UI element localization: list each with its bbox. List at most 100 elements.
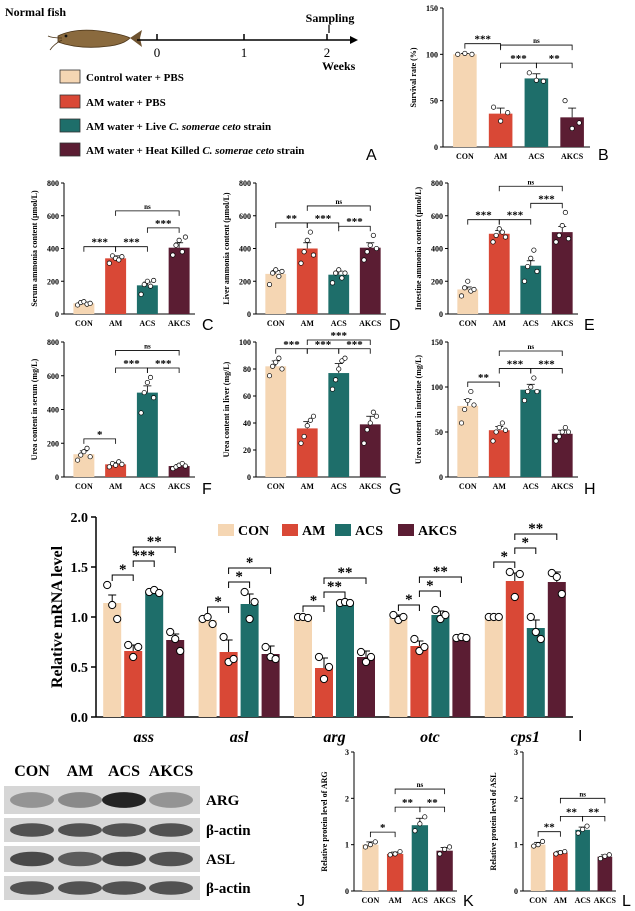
data-point bbox=[505, 110, 511, 116]
y-tick-label: 600 bbox=[431, 212, 443, 221]
lane-label-acs: ACS bbox=[108, 763, 140, 780]
bar-am-ass bbox=[124, 651, 143, 717]
data-point bbox=[576, 120, 582, 126]
lane-label-akcs: AKCS bbox=[149, 763, 194, 780]
data-point bbox=[553, 851, 559, 857]
data-point bbox=[155, 588, 164, 598]
band-label-2: ASL bbox=[206, 852, 235, 868]
data-point bbox=[462, 633, 471, 643]
data-point bbox=[106, 260, 112, 266]
data-point bbox=[553, 438, 559, 444]
data-point bbox=[496, 226, 502, 232]
data-point bbox=[116, 257, 122, 263]
legend-swatch-am bbox=[59, 94, 81, 109]
data-point bbox=[166, 627, 175, 637]
bar-con-cps1 bbox=[484, 617, 503, 717]
bar-acs bbox=[524, 78, 549, 147]
data-point bbox=[494, 612, 503, 622]
blot-band bbox=[10, 881, 54, 895]
bar-acs bbox=[520, 389, 542, 477]
bar-acs-arg bbox=[336, 603, 354, 717]
significance-bracket bbox=[394, 788, 446, 795]
data-point bbox=[273, 359, 279, 365]
bar-con-arg bbox=[294, 617, 312, 717]
significance-bracket bbox=[500, 44, 573, 51]
data-point bbox=[119, 254, 125, 260]
x-tick-label: AKCS bbox=[551, 319, 574, 328]
data-point bbox=[138, 410, 144, 416]
data-point bbox=[490, 104, 497, 110]
fish-eye bbox=[64, 34, 68, 38]
significance-label: *** bbox=[510, 53, 527, 65]
x-tick-label: ACS bbox=[412, 896, 429, 905]
data-point bbox=[521, 397, 528, 404]
x-tick-label: CON bbox=[456, 152, 474, 161]
blot-band bbox=[149, 823, 193, 837]
data-point bbox=[410, 634, 419, 644]
timeline-tick-label: 0 bbox=[154, 45, 161, 60]
significance-label: ns bbox=[417, 781, 424, 789]
significance-bracket bbox=[83, 438, 117, 444]
bar-akcs bbox=[359, 247, 381, 314]
significance-bracket bbox=[228, 567, 272, 574]
panel-label-h: H bbox=[584, 481, 596, 498]
data-point bbox=[336, 366, 342, 372]
y-axis-label: Urea content in serum (mg/L) bbox=[30, 358, 39, 460]
data-point bbox=[468, 388, 474, 395]
x-tick-label: AM bbox=[388, 896, 402, 905]
x-tick-label: ACS bbox=[575, 896, 592, 905]
bar-akcs bbox=[168, 247, 190, 314]
data-point bbox=[298, 440, 304, 446]
legend-label-con: Control water + PBS bbox=[86, 72, 184, 84]
data-point bbox=[465, 397, 471, 404]
bar-akcs bbox=[168, 466, 190, 477]
y-tick-label: 0.5 bbox=[71, 661, 89, 676]
data-point bbox=[471, 402, 477, 408]
data-point bbox=[367, 842, 373, 848]
data-point bbox=[510, 592, 519, 602]
data-point bbox=[151, 395, 157, 401]
panel-label-j: J bbox=[297, 893, 305, 910]
y-tick-label: 800 bbox=[431, 179, 443, 188]
data-point bbox=[565, 236, 572, 242]
data-point bbox=[103, 580, 112, 590]
bar-am bbox=[553, 852, 568, 891]
data-point bbox=[134, 642, 143, 652]
y-tick-label: 200 bbox=[47, 439, 59, 448]
data-point bbox=[534, 268, 540, 274]
significance-label: *** bbox=[283, 339, 300, 351]
significance-bracket bbox=[559, 797, 606, 804]
data-point bbox=[301, 433, 307, 440]
significance-label: *** bbox=[123, 358, 140, 370]
significance-bracket bbox=[498, 350, 563, 356]
band-label-1: β-actin bbox=[206, 823, 251, 839]
y-tick-label: 50 bbox=[435, 428, 443, 437]
x-tick-label: AM bbox=[109, 482, 123, 491]
bar-acs bbox=[411, 825, 429, 891]
significance-label: ** bbox=[286, 213, 298, 225]
data-point bbox=[493, 429, 499, 435]
data-point bbox=[557, 849, 563, 856]
x-tick-label: AM bbox=[493, 319, 507, 328]
data-point bbox=[261, 642, 270, 652]
blot-band bbox=[10, 823, 54, 837]
y-axis-label: Survival rate (%) bbox=[409, 47, 418, 107]
significance-label: ns bbox=[527, 343, 534, 351]
data-point bbox=[431, 605, 440, 615]
significance-bracket bbox=[537, 831, 561, 837]
x-tick-label: AKCS bbox=[561, 152, 584, 161]
panel-e: 0 200 400 600 800 Intestine ammonia content (… bbox=[414, 178, 595, 334]
y-tick-label: 400 bbox=[47, 245, 59, 254]
data-point bbox=[113, 462, 119, 468]
data-point bbox=[442, 846, 448, 852]
blot-band bbox=[58, 881, 102, 895]
y-tick-label: 100 bbox=[426, 50, 438, 59]
bar-am-otc bbox=[410, 646, 429, 717]
x-tick-label: AM bbox=[554, 896, 568, 905]
significance-label: * bbox=[97, 429, 103, 441]
data-point bbox=[106, 464, 112, 470]
blot-band bbox=[58, 792, 102, 808]
bar-con bbox=[265, 273, 287, 314]
data-point bbox=[361, 257, 367, 263]
bar-akcs-ass bbox=[166, 640, 185, 717]
